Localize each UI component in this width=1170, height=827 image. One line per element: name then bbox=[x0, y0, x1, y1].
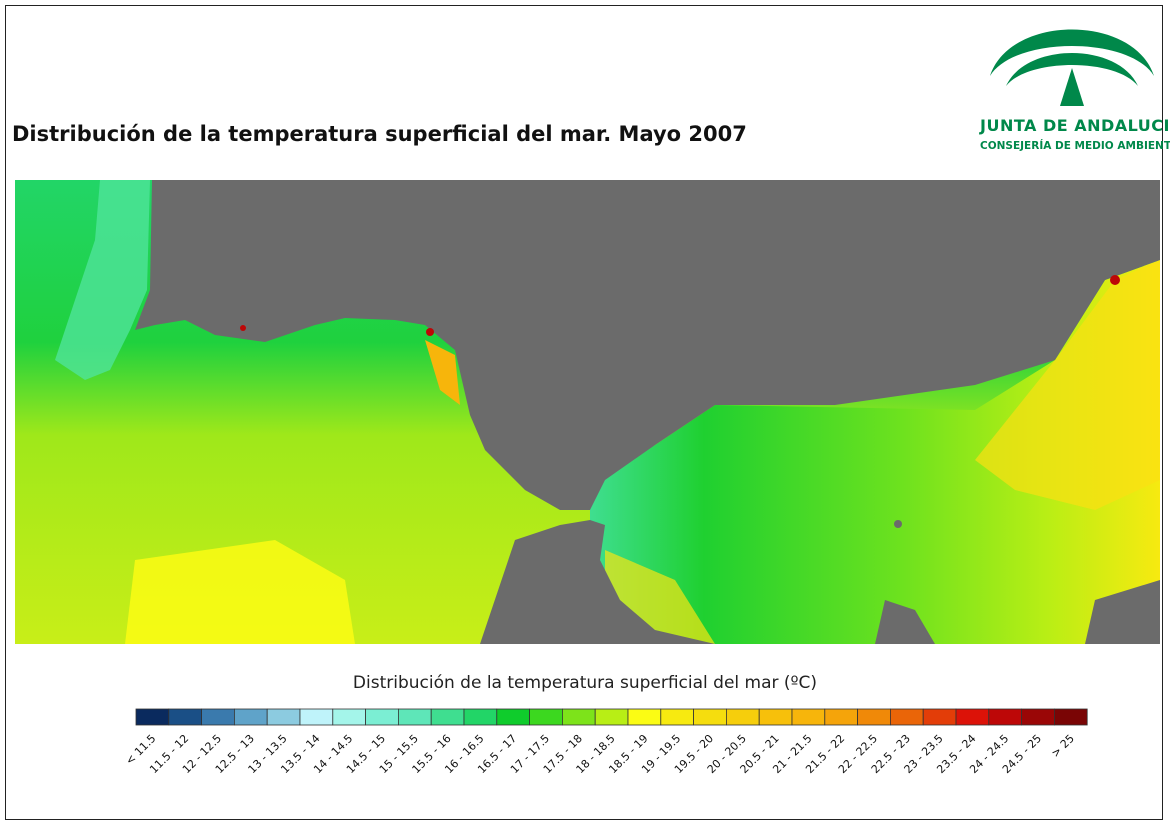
mediterranean-sea bbox=[590, 260, 1160, 644]
logo-subtitle: CONSEJERÍA DE MEDIO AMBIENTE bbox=[980, 140, 1170, 152]
cool-water-area bbox=[55, 180, 150, 380]
page-title: Distribución de la temperatura superfici… bbox=[12, 122, 747, 146]
hotspot-dot bbox=[426, 328, 434, 336]
hotspot-cadiz bbox=[425, 340, 460, 405]
junta-de-andalucia-logo: JUNTA DE ANDALUCIA CONSEJERÍA DE MEDIO A… bbox=[980, 14, 1170, 159]
island-alboran bbox=[894, 520, 902, 528]
logo-name: JUNTA DE ANDALUCIA bbox=[980, 116, 1170, 135]
africa-land-west bbox=[480, 520, 715, 644]
africa-land-east bbox=[1085, 580, 1160, 644]
warm-water-east bbox=[975, 260, 1160, 510]
hotspot-dot bbox=[240, 325, 246, 331]
legend-title: Distribución de la temperatura superfici… bbox=[352, 673, 818, 693]
africa-land-cape bbox=[875, 600, 935, 644]
sea-temperature-map bbox=[15, 180, 1160, 644]
hotspot-dot bbox=[1110, 275, 1120, 285]
iberian-land bbox=[135, 180, 1160, 510]
warm-water-area bbox=[125, 540, 355, 644]
logo-emblem-icon bbox=[990, 29, 1154, 106]
